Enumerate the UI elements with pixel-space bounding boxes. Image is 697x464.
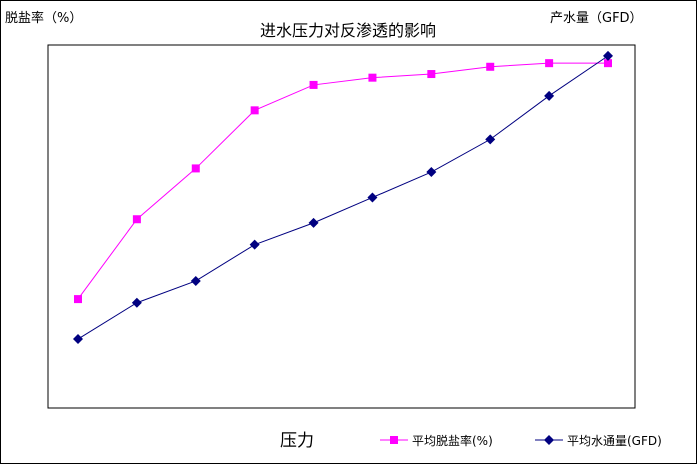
data-point-salt-rejection-10 [604,59,612,68]
data-point-salt-rejection-3 [191,164,200,173]
data-point-salt-rejection-6 [368,73,377,82]
data-point-water-flux-3 [190,275,201,286]
data-point-water-flux-10 [603,50,613,61]
data-point-salt-rejection-2 [132,215,141,224]
data-point-salt-rejection-8 [486,62,495,71]
data-point-salt-rejection-5 [309,80,318,89]
data-point-water-flux-4 [249,239,260,250]
chart-title: 进水压力对反渗透的影响 [260,21,436,40]
data-point-water-flux-7 [426,167,437,178]
data-point-salt-rejection-9 [545,59,554,68]
data-point-water-flux-6 [367,192,378,203]
data-point-water-flux-5 [308,217,319,228]
series-line-salt-rejection [77,62,608,300]
data-point-water-flux-2 [131,297,142,308]
data-point-water-flux-8 [485,134,496,145]
data-point-water-flux-1 [73,334,83,345]
plot-area [47,44,636,409]
series-layer [73,50,613,345]
legend-marker-salt-rejection [390,436,398,444]
data-point-salt-rejection-1 [74,295,82,304]
data-point-salt-rejection-4 [250,106,259,115]
data-point-salt-rejection-7 [427,70,436,79]
left-axis-label: 脱盐率（%） [5,10,82,26]
legend: 平均脱盐率(%) 平均水通量(GFD) [380,433,662,448]
legend-marker-water-flux [544,435,554,445]
legend-label-salt-rejection: 平均脱盐率(%) [412,433,493,448]
data-point-water-flux-9 [544,90,555,101]
legend-label-water-flux: 平均水通量(GFD) [567,434,662,448]
right-axis-label: 产水量（GFD） [550,11,643,26]
x-axis-label: 压力 [280,431,314,451]
series-line-water-flux [77,55,609,340]
